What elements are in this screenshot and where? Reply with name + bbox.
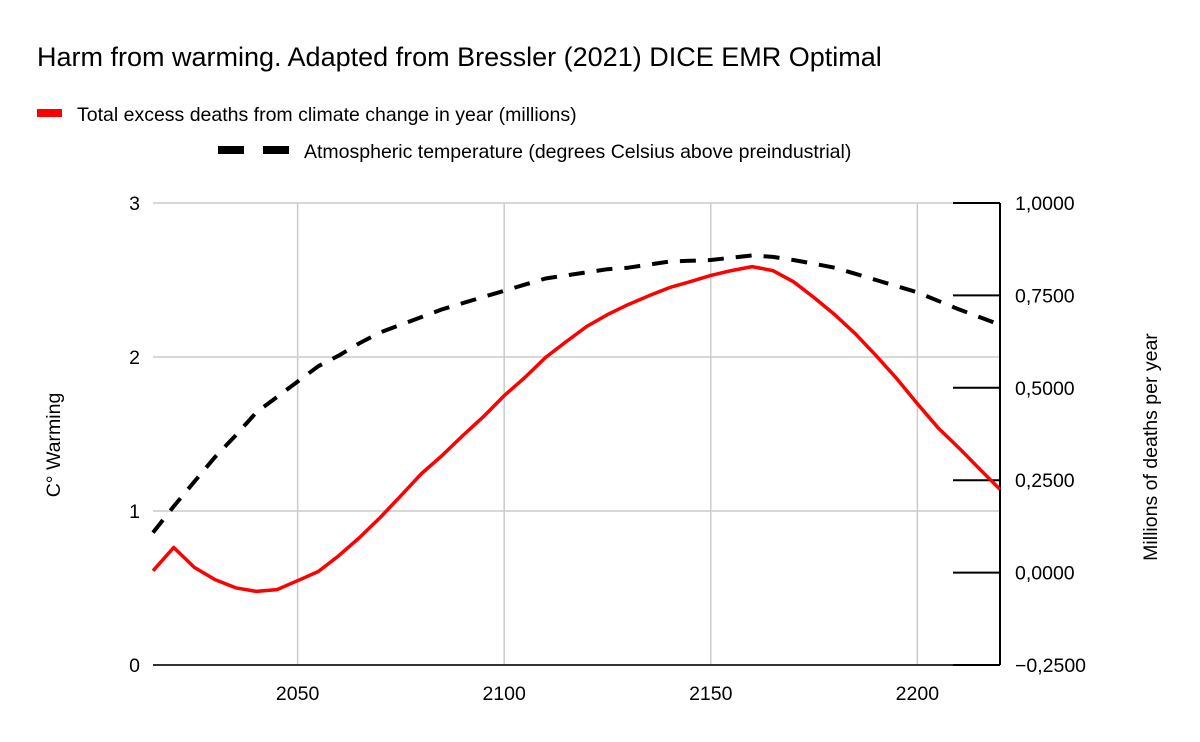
x-tick-label: 2150 xyxy=(689,683,733,705)
legend-swatch-temperature-dash-2 xyxy=(263,146,289,154)
y-right-tick-label: 0,5000 xyxy=(1015,378,1075,400)
series-layer xyxy=(151,253,1002,594)
legend-item-deaths[interactable]: Total excess deaths from climate change … xyxy=(37,104,577,126)
y-right-tick-label: −0,2500 xyxy=(1015,655,1086,677)
legend-swatch-deaths xyxy=(37,109,62,117)
chart-title: Harm from warming. Adapted from Bressler… xyxy=(37,42,882,72)
y-axis-left-title: C° Warming xyxy=(43,393,65,498)
legend-label-temperature: Atmospheric temperature (degrees Celsius… xyxy=(304,141,851,163)
y-right-tick-label: 0,2500 xyxy=(1015,470,1075,492)
x-tick-label: 2050 xyxy=(276,683,320,705)
legend-label-deaths: Total excess deaths from climate change … xyxy=(77,104,577,126)
y-right-tick-label: 1,0000 xyxy=(1015,193,1075,215)
tick-labels: 0 1 2 3 2050 2100 2150 2200 −0,2500 0,0000 0,2500 0… xyxy=(129,193,1086,705)
legend: Total excess deaths from climate change … xyxy=(37,104,851,163)
y-right-tick-label: 0,0000 xyxy=(1015,563,1075,585)
y-axis-right-title: Millions of deaths per year xyxy=(1140,333,1162,561)
series-line-temperature xyxy=(151,253,1001,534)
gridlines xyxy=(153,202,1000,665)
y-right-tick-label: 0,7500 xyxy=(1015,285,1075,307)
y-left-tick-label: 3 xyxy=(129,193,140,215)
y-left-tick-label: 1 xyxy=(129,501,140,523)
y-left-tick-label: 2 xyxy=(129,347,140,369)
y-left-tick-label: 0 xyxy=(129,655,140,677)
series-line-deaths xyxy=(151,264,1002,594)
legend-item-temperature[interactable]: Atmospheric temperature (degrees Celsius… xyxy=(218,141,851,163)
x-tick-label: 2200 xyxy=(896,683,940,705)
x-tick-label: 2100 xyxy=(482,683,526,705)
axes xyxy=(153,202,1001,666)
legend-swatch-temperature-dash-1 xyxy=(218,146,244,154)
